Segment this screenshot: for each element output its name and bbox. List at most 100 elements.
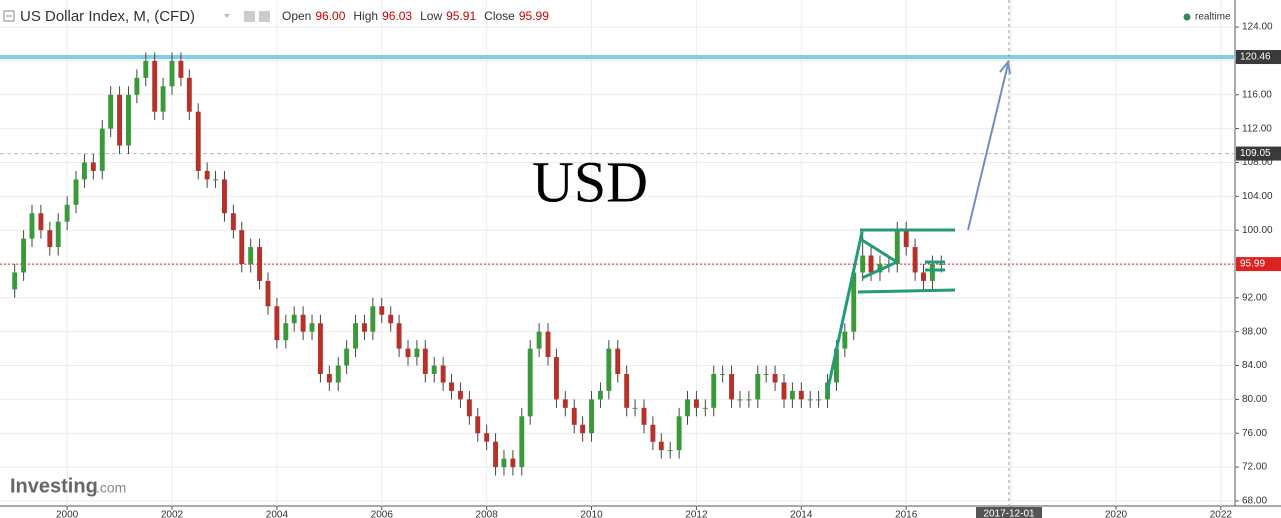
candle-body [257, 247, 263, 281]
candle-body [283, 323, 289, 341]
candle-body [353, 323, 359, 349]
candle-body [169, 60, 175, 87]
x-tick-label: 2000 [56, 510, 79, 518]
candle-body [553, 357, 559, 400]
pattern-drawing [825, 228, 956, 394]
candle-body [868, 255, 874, 273]
candle-body [501, 458, 507, 468]
candle-body [894, 230, 900, 264]
candle-body [213, 179, 218, 181]
candle-body [29, 213, 35, 239]
candle-body [571, 407, 577, 425]
ohlc-value: 96.03 [382, 9, 412, 23]
candle-body [230, 213, 236, 231]
candle-body [291, 314, 297, 324]
ohlc-value: 95.91 [446, 9, 476, 23]
annotation: USD [532, 149, 648, 214]
chart-title: US Dollar Index, M, (CFD) [20, 8, 195, 25]
ohlc-label: Open [282, 9, 311, 23]
candle-body [221, 179, 227, 214]
candle-body [38, 213, 44, 231]
projection-arrow [967, 59, 1011, 231]
candle-body [362, 323, 367, 332]
candle-body [326, 374, 332, 383]
brand: Investing [10, 475, 98, 497]
candle-body [248, 247, 254, 264]
candle-body [580, 424, 586, 434]
candle-body [405, 348, 411, 358]
y-tick-label: 80.00 [1242, 394, 1267, 405]
candle-body [108, 94, 114, 129]
candle-body [676, 416, 682, 451]
status: realtime [1195, 12, 1231, 23]
candle-body [562, 399, 568, 408]
candle-body [449, 382, 454, 391]
candle-body [475, 416, 481, 434]
levels: 120.46 109.05 95.99 [0, 50, 1281, 272]
candle-body [64, 204, 70, 222]
candle-body [702, 407, 708, 409]
settings-icon[interactable] [244, 11, 255, 22]
y-tick-label: 88.00 [1242, 326, 1267, 337]
y-tick-label: 116.00 [1242, 89, 1272, 100]
candle-body [152, 60, 158, 112]
candle-body [55, 221, 61, 248]
candle-body [178, 60, 184, 78]
y-tick-label: 72.00 [1242, 462, 1267, 473]
candle-body [772, 374, 778, 383]
candle-body [134, 77, 140, 95]
ohlc-label: High [353, 9, 378, 23]
candle-body [615, 348, 621, 374]
candle-body [265, 280, 271, 307]
candle-body [195, 111, 201, 171]
candle-body [204, 170, 210, 180]
candle-body [545, 331, 551, 358]
x-tick-label: 2004 [266, 510, 289, 518]
x-tick-label: 2010 [580, 510, 603, 518]
date-marker-label: 2017-12-01 [983, 509, 1035, 518]
y-tick-label: 100.00 [1242, 225, 1273, 236]
price-level-box [1236, 146, 1281, 161]
candle-body [335, 365, 341, 383]
candle-body [81, 162, 87, 180]
y-tick-label: 92.00 [1242, 292, 1267, 303]
candle-body [816, 399, 822, 401]
candle-body [344, 348, 350, 366]
collapse-icon[interactable] [3, 10, 15, 22]
candle-body [711, 374, 717, 408]
candle-body [903, 230, 909, 248]
candle-body [921, 272, 926, 281]
ohlc-header: Open 96.00 High 96.03 Low 95.91 Close 95.99 [282, 9, 549, 23]
candle-body [658, 441, 664, 451]
candle-body [440, 365, 446, 383]
dropdown-caret[interactable] [224, 14, 230, 18]
candle-body [99, 128, 105, 171]
candle-body [431, 365, 437, 374]
candle-body [938, 264, 944, 265]
y-tick-label: 112.00 [1242, 123, 1272, 134]
candle-body [598, 390, 603, 400]
candle-body [239, 230, 245, 264]
candle-body [186, 77, 192, 112]
ohlc-value: 95.99 [519, 9, 549, 23]
candle-body [117, 94, 123, 146]
ohlc-label: Close [484, 9, 515, 23]
candle-body [624, 374, 630, 408]
candle-body [693, 399, 699, 408]
candle-body [763, 374, 769, 375]
candle-body [606, 348, 612, 391]
candle-body [160, 86, 166, 112]
candle-body [370, 306, 376, 332]
candle-body [274, 306, 280, 341]
candle-body [493, 441, 499, 468]
x-tick-label: 2012 [685, 510, 708, 518]
candle-body [842, 331, 848, 349]
candle-body [143, 60, 149, 78]
candle-body [47, 230, 53, 248]
candle-body [379, 306, 385, 315]
y-tick-label: 68.00 [1242, 496, 1267, 507]
candle-body [589, 399, 594, 434]
settings-icon-2[interactable] [259, 11, 270, 22]
candle-body [527, 348, 533, 417]
y-tick-label: 104.00 [1242, 191, 1273, 202]
